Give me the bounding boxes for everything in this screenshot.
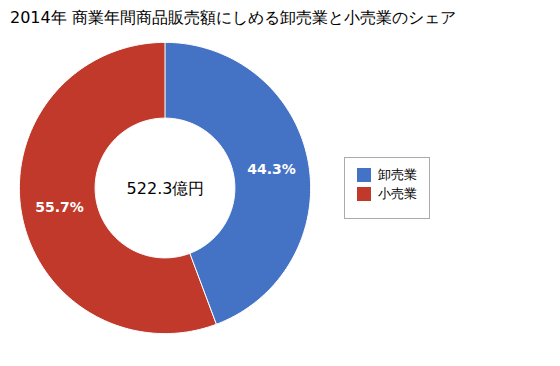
html-text:小売業: 小売業 (377, 185, 417, 201)
svg-text:55.7%: 55.7% (35, 199, 84, 215)
svg-text:44.3%: 44.3% (247, 161, 296, 177)
html-text:2014年 商業年間商品販売額にしめる卸売業と小売業のシェア: 2014年 商業年間商品販売額にしめる卸売業と小売業のシェア (10, 8, 456, 27)
html-text:卸売業: 卸売業 (377, 166, 417, 182)
svg-text:522.3億円: 522.3億円 (127, 179, 205, 198)
